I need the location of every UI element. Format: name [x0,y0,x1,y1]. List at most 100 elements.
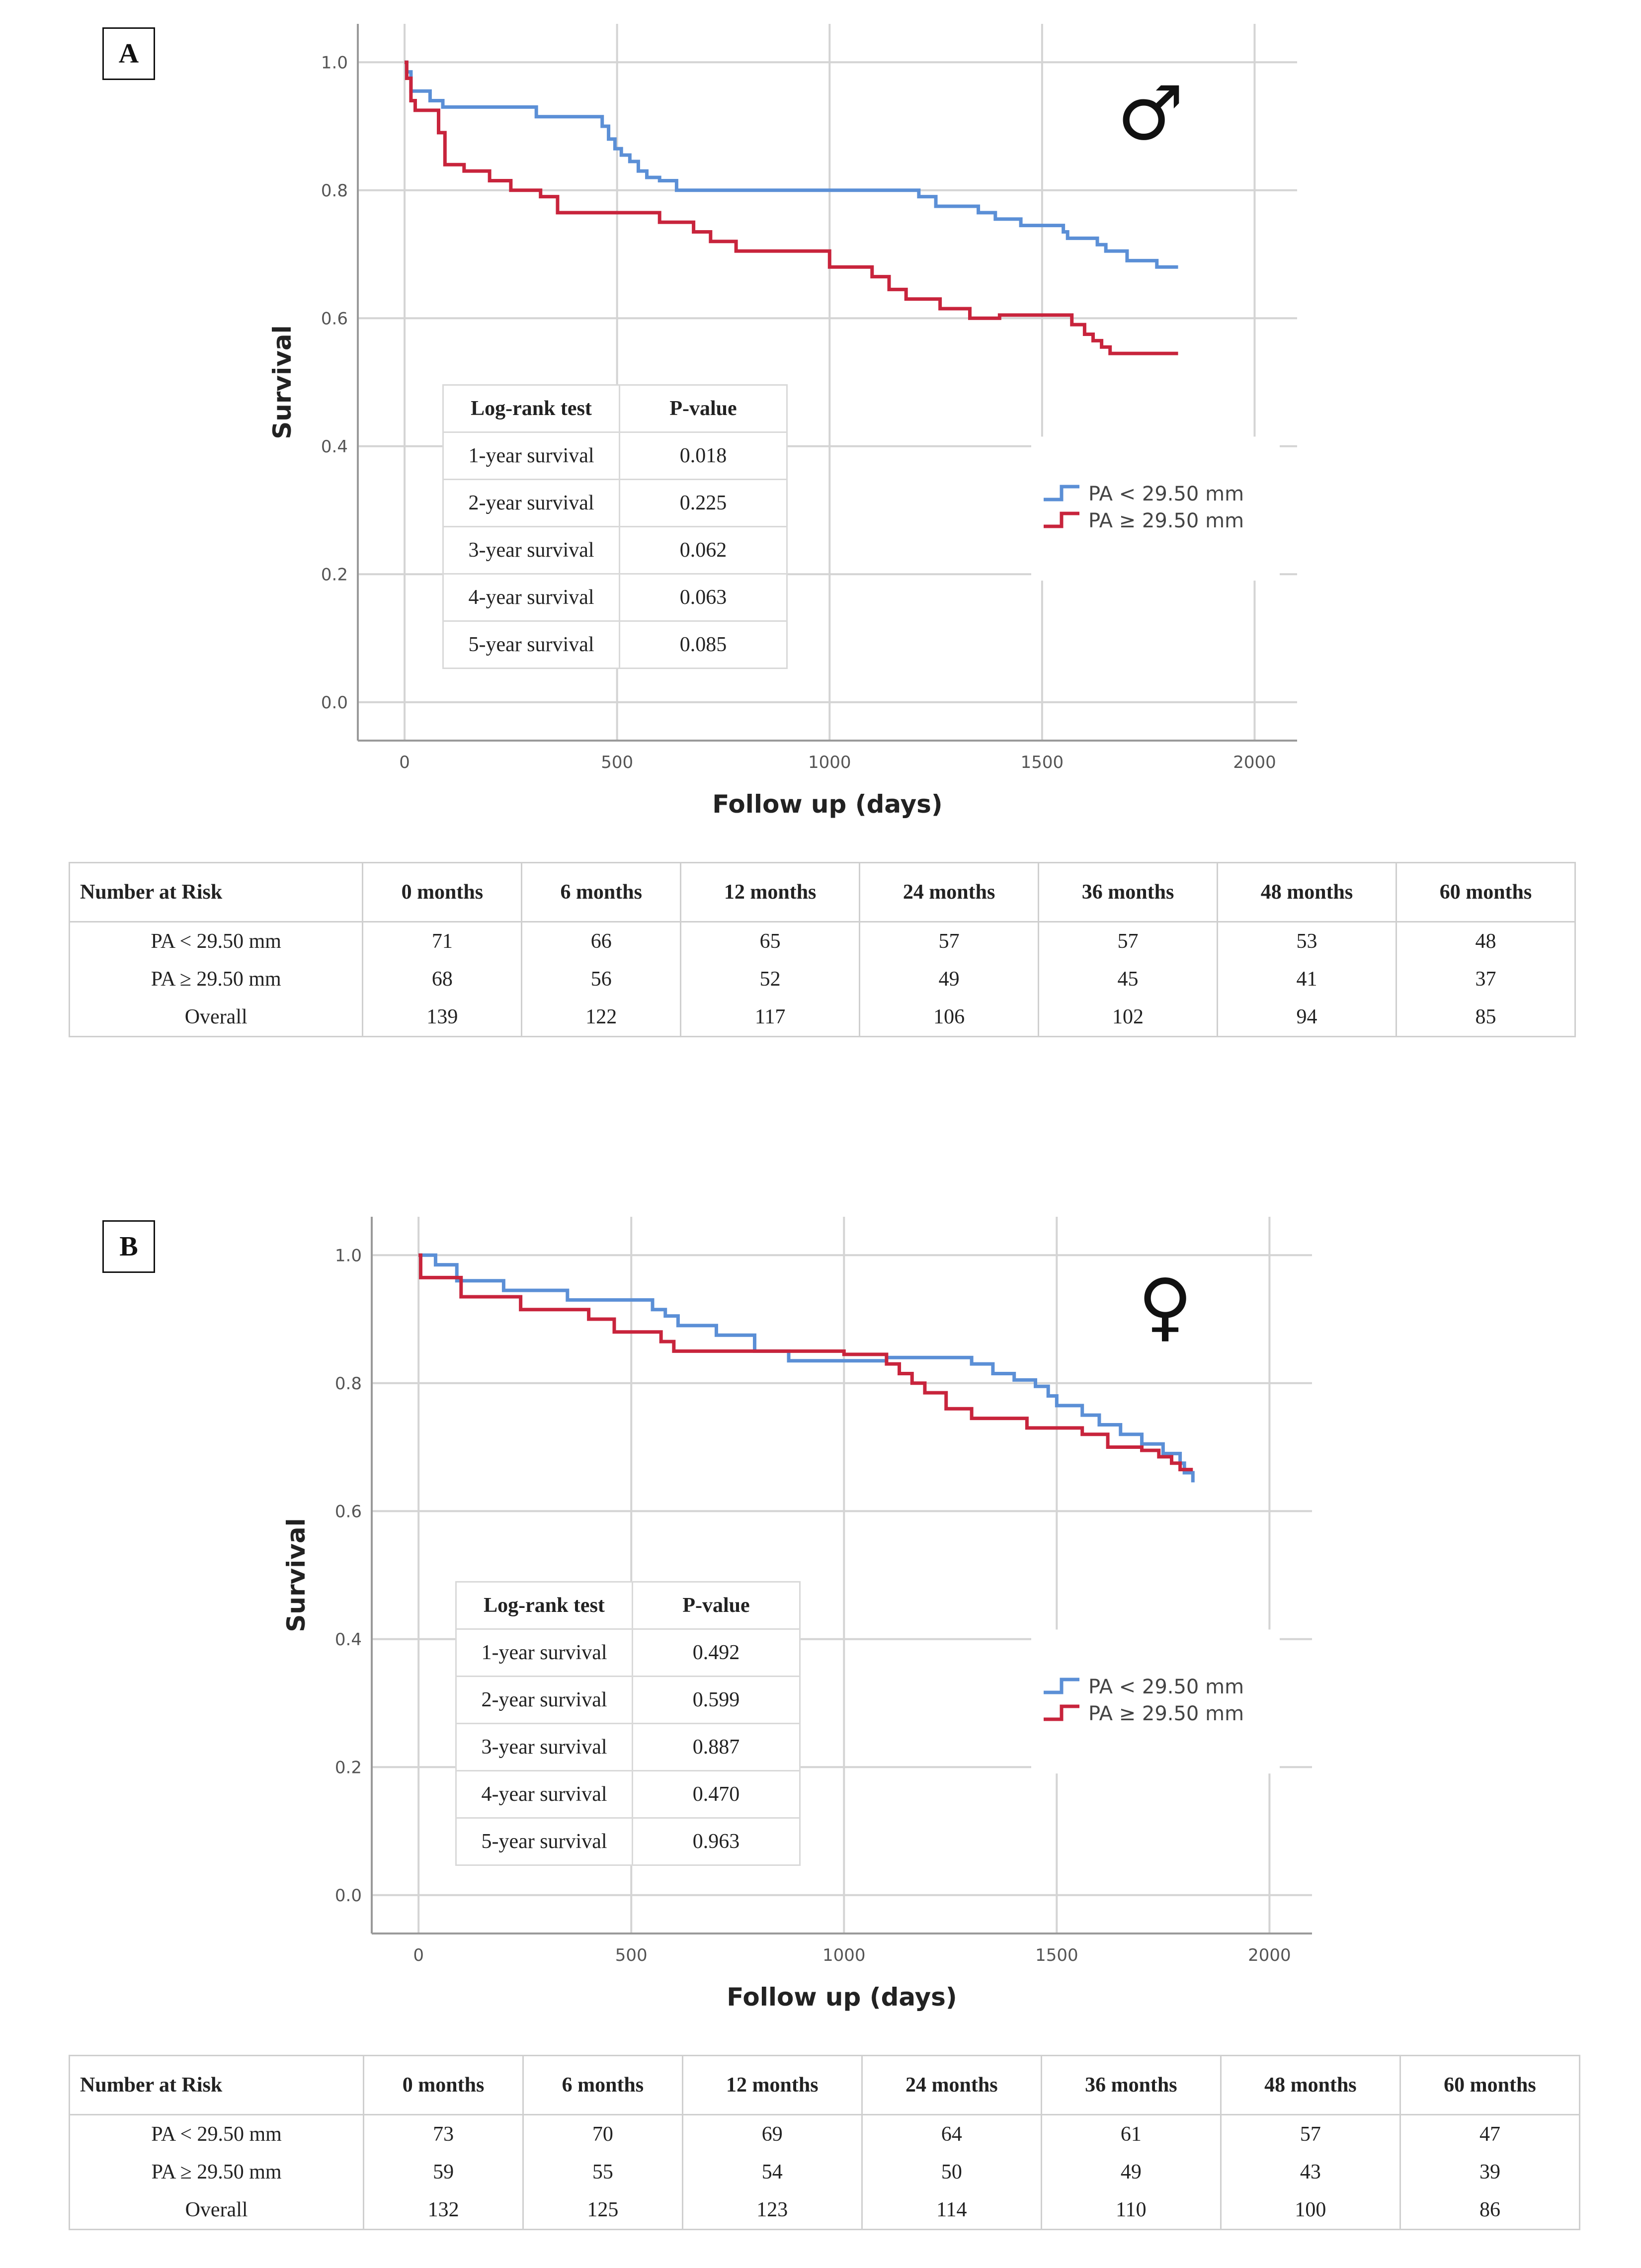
x-axis-title: Follow up (days) [727,1983,957,2012]
x-tick-label: 1500 [1021,753,1064,772]
logrank-test-cell: 1-year survival [442,431,620,480]
logrank-test-cell: 1-year survival [455,1628,633,1677]
x-tick-label: 1000 [822,1945,866,1965]
risk-count-cell: 54 [681,2153,863,2191]
series-line-pa-low [405,60,1178,269]
logrank-table-a: Log-rank test P-value 1-year survival 0.0… [442,384,788,669]
logrank-row: 5-year survival 0.963 [455,1817,801,1866]
risk-header-cell: 12 months [681,2055,863,2115]
risk-header-cell: 0 months [362,862,523,923]
y-tick-label: 0.2 [321,565,348,585]
risk-count-cell: 70 [522,2114,683,2153]
x-tick-label: 1500 [1035,1945,1078,1965]
risk-count-cell: 61 [1040,2114,1222,2153]
female-symbol-icon: ♀ [1138,1263,1193,1350]
y-tick-label: 0.0 [321,693,348,713]
logrank-row: 4-year survival 0.470 [455,1770,801,1819]
risk-count-cell: 85 [1395,998,1576,1037]
risk-count-cell: 55 [522,2153,683,2191]
risk-header-row: Number at Risk 0 months 6 months 12 mont… [68,862,1576,923]
x-tick-label: 500 [615,1945,648,1965]
risk-count-cell: 56 [521,960,682,998]
risk-count-cell: 114 [861,2191,1042,2230]
risk-count-cell: 66 [521,922,682,960]
risk-count-cell: 52 [680,960,861,998]
logrank-test-cell: 2-year survival [455,1676,633,1724]
risk-group-cell: PA ≥ 29.50 mm [68,960,364,998]
risk-count-cell: 59 [363,2153,524,2191]
logrank-pvalue-cell: 0.085 [619,620,788,669]
risk-count-cell: 122 [521,998,682,1037]
y-tick-label: 1.0 [321,53,348,73]
logrank-test-cell: 5-year survival [442,620,620,669]
y-tick-label: 0.6 [321,309,348,329]
logrank-row: 2-year survival 0.599 [455,1676,801,1724]
risk-count-cell: 50 [861,2153,1042,2191]
logrank-pvalue-cell: 0.470 [632,1770,801,1819]
risk-count-cell: 57 [859,922,1040,960]
logrank-test-cell: 4-year survival [455,1770,633,1819]
y-tick-label: 0.0 [335,1886,362,1906]
risk-count-cell: 100 [1220,2191,1401,2230]
x-tick-label: 0 [413,1945,424,1965]
logrank-row: 3-year survival 0.062 [442,526,788,575]
legend-swatch-pa-high [1044,1704,1079,1721]
x-tick-label: 1000 [808,753,851,772]
risk-count-cell: 57 [1038,922,1219,960]
risk-header-cell: 60 months [1399,2055,1581,2115]
logrank-row: 5-year survival 0.085 [442,620,788,669]
risk-row: PA ≥ 29.50 mm 59 55 54 50 49 43 39 [68,2153,1581,2191]
logrank-row: 2-year survival 0.225 [442,479,788,527]
legend-label: PA < 29.50 mm [1088,1676,1244,1698]
risk-count-cell: 125 [522,2191,683,2230]
risk-header-cell: 48 months [1220,2055,1401,2115]
x-tick-label: 2000 [1248,1945,1291,1965]
risk-header-cell: 24 months [861,2055,1042,2115]
logrank-pvalue-cell: 0.492 [632,1628,801,1677]
legend-box [1031,1629,1280,1774]
risk-count-cell: 45 [1038,960,1219,998]
panel-b-label: B [102,1220,155,1273]
y-tick-label: 0.4 [335,1630,362,1650]
risk-row: PA < 29.50 mm 73 70 69 64 61 57 47 [68,2114,1581,2153]
risk-group-cell: Overall [68,2191,365,2230]
risk-count-cell: 49 [859,960,1040,998]
logrank-header-pvalue: P-value [619,384,788,433]
risk-table-a: Number at Risk 0 months 6 months 12 mont… [68,862,1576,1037]
risk-header-cell: Number at Risk [68,2055,365,2115]
risk-row: Overall 139 122 117 106 102 94 85 [68,998,1576,1037]
risk-count-cell: 43 [1220,2153,1401,2191]
risk-count-cell: 123 [681,2191,863,2230]
logrank-header-row: Log-rank test P-value [442,384,788,433]
risk-count-cell: 39 [1399,2153,1581,2191]
logrank-pvalue-cell: 0.018 [619,431,788,480]
logrank-header-test: Log-rank test [442,384,620,433]
risk-count-cell: 132 [363,2191,524,2230]
male-symbol-icon: ♂ [1117,71,1184,157]
logrank-test-cell: 4-year survival [442,573,620,622]
risk-header-cell: Number at Risk [68,862,364,923]
series-line-pa-low [418,1253,1195,1483]
logrank-test-cell: 3-year survival [455,1723,633,1771]
risk-header-cell: 6 months [521,862,682,923]
risk-header-cell: 6 months [522,2055,683,2115]
risk-header-cell: 12 months [680,862,861,923]
risk-header-cell: 24 months [859,862,1040,923]
risk-header-cell: 0 months [363,2055,524,2115]
risk-group-cell: PA ≥ 29.50 mm [68,2153,365,2191]
risk-header-cell: 60 months [1395,862,1576,923]
risk-row: PA < 29.50 mm 71 66 65 57 57 53 48 [68,922,1576,960]
legend-swatch-pa-low [1044,485,1079,502]
logrank-row: 1-year survival 0.492 [455,1628,801,1677]
risk-count-cell: 57 [1220,2114,1401,2153]
legend-label: PA ≥ 29.50 mm [1088,1702,1244,1725]
risk-count-cell: 47 [1399,2114,1581,2153]
logrank-pvalue-cell: 0.062 [619,526,788,575]
logrank-header-pvalue: P-value [632,1581,801,1630]
logrank-pvalue-cell: 0.063 [619,573,788,622]
logrank-pvalue-cell: 0.225 [619,479,788,527]
risk-header-cell: 36 months [1038,862,1219,923]
risk-count-cell: 94 [1217,998,1397,1037]
risk-count-cell: 49 [1040,2153,1222,2191]
y-tick-label: 0.6 [335,1502,362,1521]
